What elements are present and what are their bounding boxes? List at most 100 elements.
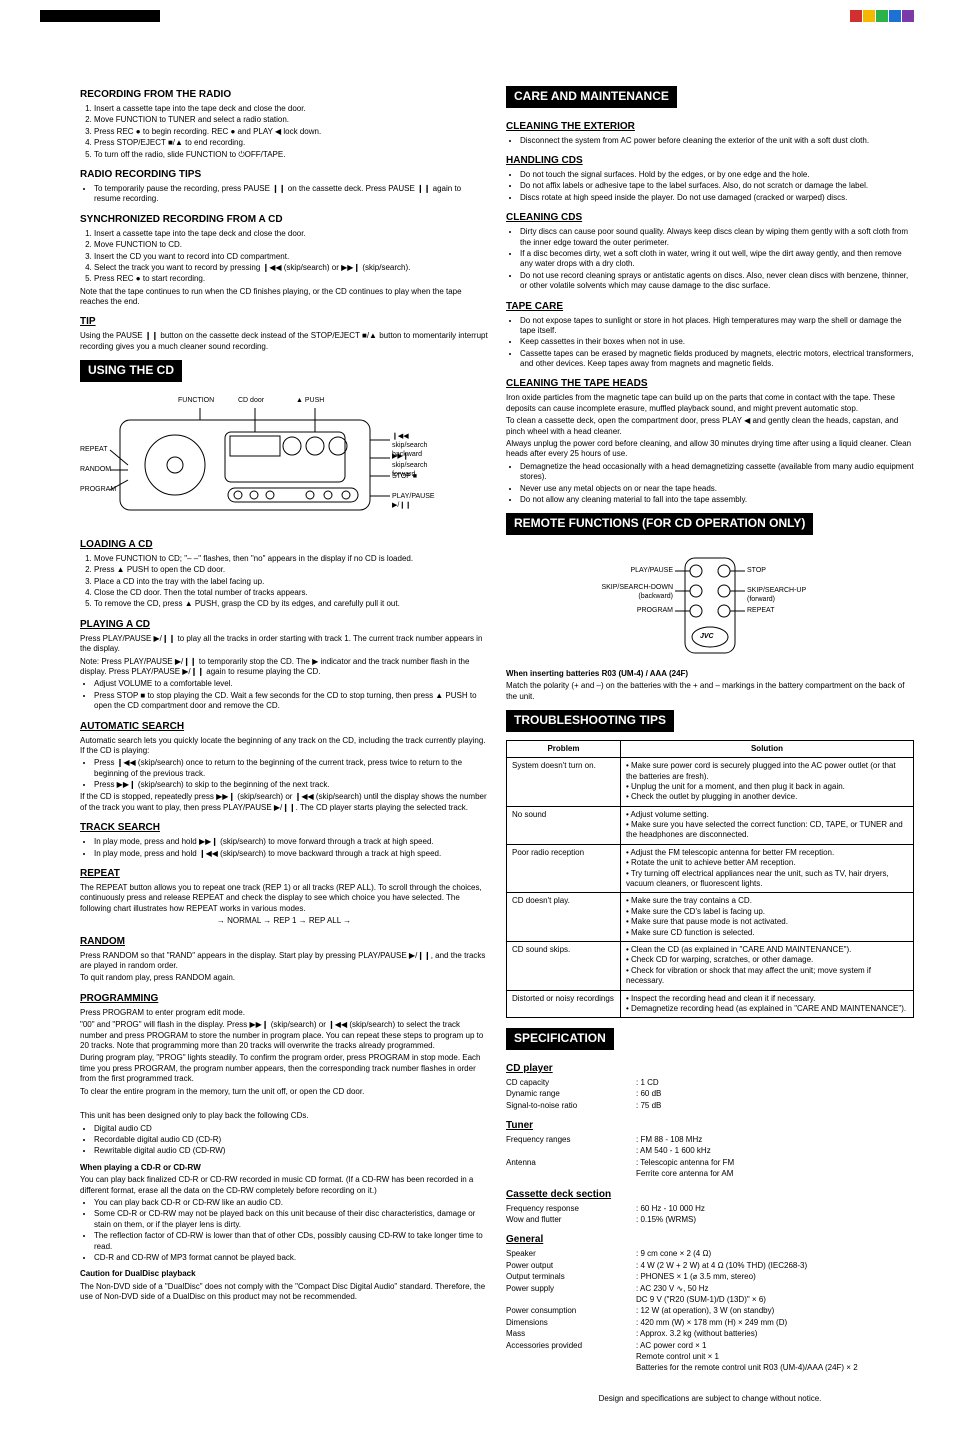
diag-label: STOP: [747, 566, 766, 575]
list-item: In play mode, press and hold ❙◀◀ (skip/s…: [94, 849, 488, 859]
list-item: Do not allow any cleaning material to fa…: [520, 495, 914, 505]
list-item: Insert a cassette tape into the tape dec…: [94, 229, 488, 239]
list: Disconnect the system from AC power befo…: [506, 136, 914, 146]
list-item: Press ▶▶❙ (skip/search) to skip to the b…: [94, 780, 488, 790]
body: Press PLAY/PAUSE ▶/❙❙ to play all the tr…: [80, 634, 488, 655]
list-item: Insert a cassette tape into the tape dec…: [94, 104, 488, 114]
list-item: If a disc becomes dirty, wet a soft clot…: [520, 249, 914, 270]
list-item: Rewritable digital audio CD (CD-RW): [94, 1146, 488, 1156]
list-item: Press STOP ■ to stop playing the CD. Wai…: [94, 691, 488, 712]
body: To clear the entire program in the memor…: [80, 1087, 488, 1097]
spec-value: : PHONES × 1 (⌀ 3.5 mm, stereo): [636, 1272, 914, 1282]
list: Dirty discs can cause poor sound quality…: [506, 227, 914, 291]
list-item: Some CD-R or CD-RW may not be played bac…: [94, 1209, 488, 1230]
spec-row: Batteries for the remote control unit R0…: [506, 1363, 914, 1373]
spec-row: Power consumption: 12 W (at operation), …: [506, 1306, 914, 1316]
cd-types-list: Digital audio CDRecordable digital audio…: [80, 1124, 488, 1157]
list-item: Close the CD door. Then the total number…: [94, 588, 488, 598]
spec-label: CD capacity: [506, 1078, 636, 1088]
list: Do not expose tapes to sunlight or store…: [506, 316, 914, 370]
table-row: No sound• Adjust volume setting. • Make …: [507, 806, 914, 844]
list-item: You can play back CD-R or CD-RW like an …: [94, 1198, 488, 1208]
spec-label: Wow and flutter: [506, 1215, 636, 1225]
table-cell: System doesn't turn on.: [507, 758, 621, 807]
spec-value: Remote control unit × 1: [636, 1352, 914, 1362]
heading: CLEANING THE TAPE HEADS: [506, 377, 914, 390]
body: "00" and "PROG" will flash in the displa…: [80, 1020, 488, 1051]
footer: Design and specifications are subject to…: [506, 1394, 914, 1404]
spec-value: : Approx. 3.2 kg (without batteries): [636, 1329, 914, 1339]
spec-row: Accessories provided: AC power cord × 1: [506, 1341, 914, 1351]
body: Press PROGRAM to enter program edit mode…: [80, 1008, 488, 1018]
heading: CD player: [506, 1062, 914, 1075]
diag-label: RANDOM: [80, 465, 111, 474]
th: Solution: [620, 740, 913, 757]
body: This unit has been designed only to play…: [80, 1111, 488, 1121]
body: Press RANDOM so that "RAND" appears in t…: [80, 951, 488, 972]
decor-sq: [889, 10, 901, 22]
section-header: CARE AND MAINTENANCE: [506, 86, 677, 108]
playing-list: Adjust VOLUME to a comfortable level.Pre…: [80, 679, 488, 711]
spec-value: : 75 dB: [636, 1101, 914, 1111]
list-item: Move FUNCTION to CD.: [94, 240, 488, 250]
spec-label: Power supply: [506, 1284, 636, 1294]
diag-label: PLAY/PAUSE ▶/❙❙: [392, 492, 440, 510]
diag-label: SKIP/SEARCH-UP (forward): [747, 586, 830, 604]
spec-value: : FM 88 - 108 MHz: [636, 1135, 914, 1145]
subheading: Caution for DualDisc playback: [80, 1269, 488, 1279]
table-cell: No sound: [507, 806, 621, 844]
diag-label: SKIP/SEARCH-DOWN (backward): [590, 583, 673, 601]
spec-label: Signal-to-noise ratio: [506, 1101, 636, 1111]
diag-label: REPEAT: [80, 445, 108, 454]
list-item: To turn off the radio, slide FUNCTION to…: [94, 150, 488, 160]
body: If the CD is stopped, repeatedly press ▶…: [80, 792, 488, 813]
sync-rec-steps: Insert a cassette tape into the tape dec…: [80, 229, 488, 285]
rec-tips-list: To temporarily pause the recording, pres…: [80, 184, 488, 205]
spec-row: Frequency ranges: FM 88 - 108 MHz: [506, 1135, 914, 1145]
spec-label: Speaker: [506, 1249, 636, 1259]
spec-block: CD capacity: 1 CDDynamic range: 60 dBSig…: [506, 1078, 914, 1111]
decor-sq: [863, 10, 875, 22]
spec-value: : Telescopic antenna for FM: [636, 1158, 914, 1168]
subheading: When inserting batteries R03 (UM-4) / AA…: [506, 669, 914, 679]
list-item: Move FUNCTION to CD; "– –" flashes, then…: [94, 554, 488, 564]
spec-row: CD capacity: 1 CD: [506, 1078, 914, 1088]
body: To quit random play, press RANDOM again.: [80, 973, 488, 983]
table-cell: • Make sure power cord is securely plugg…: [620, 758, 913, 807]
spec-block: Frequency ranges: FM 88 - 108 MHz: AM 54…: [506, 1135, 914, 1180]
spec-block: Speaker: 9 cm cone × 2 (4 Ω)Power output…: [506, 1249, 914, 1373]
diag-label: PROGRAM: [80, 485, 116, 494]
spec-value: : 4 W (2 W + 2 W) at 4 Ω (10% THD) (IEC2…: [636, 1261, 914, 1271]
heading: TAPE CARE: [506, 300, 914, 313]
list-item: Press STOP/EJECT ■/▲ to end recording.: [94, 138, 488, 148]
list-item: Recordable digital audio CD (CD-R): [94, 1135, 488, 1145]
troubleshoot-table: Problem Solution System doesn't turn on.…: [506, 740, 914, 1019]
spec-value: : 0.15% (WRMS): [636, 1215, 914, 1225]
spec-row: Output terminals: PHONES × 1 (⌀ 3.5 mm, …: [506, 1272, 914, 1282]
table-row: Poor radio reception• Adjust the FM tele…: [507, 844, 914, 893]
table-row: Distorted or noisy recordings• Inspect t…: [507, 990, 914, 1018]
list: Do not touch the signal surfaces. Hold b…: [506, 170, 914, 203]
list-item: Dirty discs can cause poor sound quality…: [520, 227, 914, 248]
spec-row: Dimensions: 420 mm (W) × 178 mm (H) × 24…: [506, 1318, 914, 1328]
heading: RANDOM: [80, 935, 488, 948]
heading: RECORDING FROM THE RADIO: [80, 88, 488, 101]
remote-diagram: PLAY/PAUSE STOP SKIP/SEARCH-DOWN (backwa…: [590, 543, 830, 663]
section-header: TROUBLESHOOTING TIPS: [506, 710, 674, 732]
loading-steps: Move FUNCTION to CD; "– –" flashes, then…: [80, 554, 488, 610]
spec-value: : AM 540 - 1 600 kHz: [636, 1146, 914, 1156]
spec-label: [506, 1169, 636, 1179]
spec-label: Frequency ranges: [506, 1135, 636, 1145]
heading: HANDLING CDS: [506, 154, 914, 167]
section-header: REMOTE FUNCTIONS (FOR CD OPERATION ONLY): [506, 513, 813, 535]
spec-value: : 60 Hz - 10 000 Hz: [636, 1204, 914, 1214]
list-item: Do not affix labels or adhesive tape to …: [520, 181, 914, 191]
body: Match the polarity (+ and –) on the batt…: [506, 681, 914, 702]
auto-search-list: Press ❙◀◀ (skip/search) once to return t…: [80, 758, 488, 790]
decor-sq: [850, 10, 862, 22]
table-cell: CD sound skips.: [507, 941, 621, 990]
spec-row: Antenna: Telescopic antenna for FM: [506, 1158, 914, 1168]
spec-label: Mass: [506, 1329, 636, 1339]
repeat-flow: → NORMAL → REP 1 → REP ALL →: [80, 916, 488, 926]
spec-label: Dimensions: [506, 1318, 636, 1328]
